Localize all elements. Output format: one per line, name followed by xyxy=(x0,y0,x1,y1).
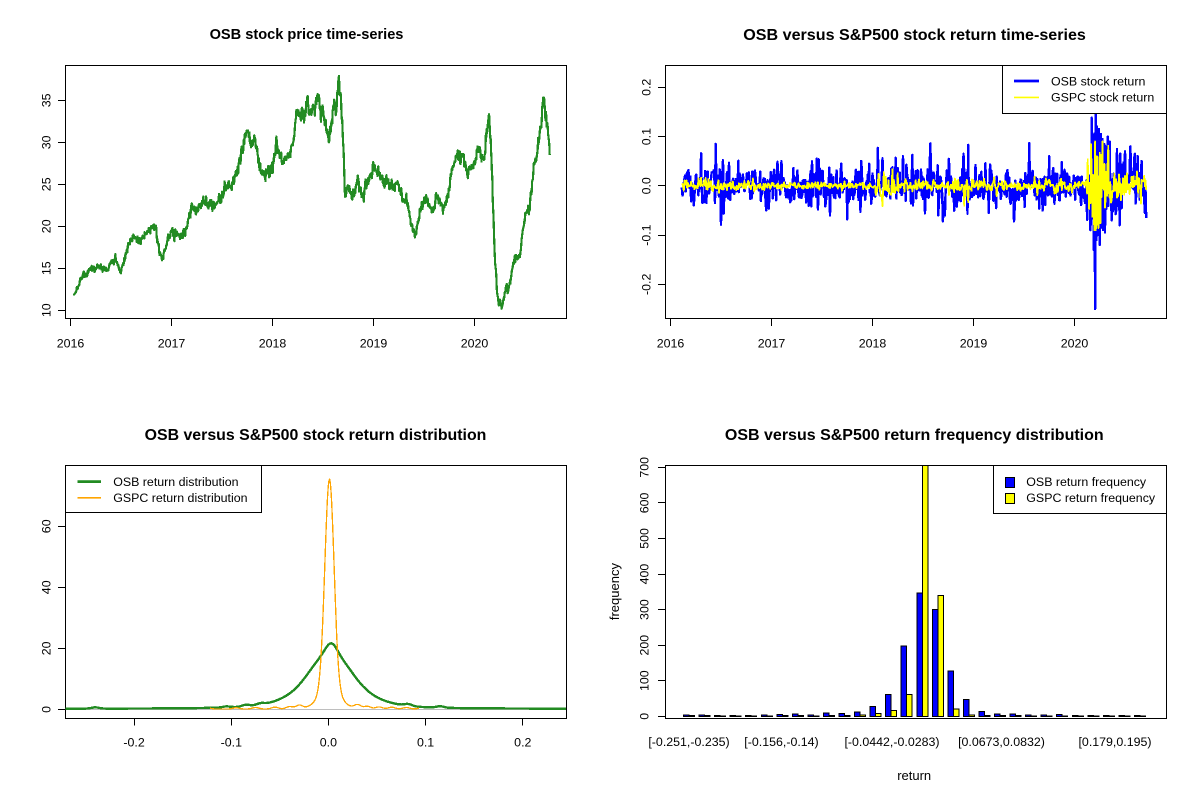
svg-text:20: 20 xyxy=(39,219,53,233)
svg-text:0.1: 0.1 xyxy=(639,128,653,145)
svg-text:0.2: 0.2 xyxy=(514,736,531,750)
svg-text:GSPC stock return: GSPC stock return xyxy=(1051,91,1154,105)
svg-text:2016: 2016 xyxy=(57,337,85,351)
svg-text:600: 600 xyxy=(637,492,651,513)
svg-text:40: 40 xyxy=(39,580,53,594)
svg-text:OSB versus S&P500 return frequ: OSB versus S&P500 return frequency distr… xyxy=(725,427,1104,444)
svg-text:2016: 2016 xyxy=(657,337,685,351)
svg-text:OSB return distribution: OSB return distribution xyxy=(113,475,238,489)
svg-text:OSB return frequency: OSB return frequency xyxy=(1026,475,1147,489)
svg-text:10: 10 xyxy=(39,303,53,317)
svg-text:100: 100 xyxy=(637,670,651,691)
svg-text:[-0.156,-0.14): [-0.156,-0.14) xyxy=(744,735,818,749)
svg-text:15: 15 xyxy=(39,261,53,275)
svg-text:2017: 2017 xyxy=(158,337,186,351)
svg-text:20: 20 xyxy=(39,641,53,655)
svg-text:400: 400 xyxy=(637,564,651,585)
svg-text:2017: 2017 xyxy=(758,337,786,351)
svg-text:[-0.251,-0.235): [-0.251,-0.235) xyxy=(648,735,729,749)
svg-text:0.0: 0.0 xyxy=(320,736,337,750)
svg-text:35: 35 xyxy=(39,93,53,107)
svg-text:[-0.0442,-0.0283): [-0.0442,-0.0283) xyxy=(844,735,939,749)
svg-text:-0.2: -0.2 xyxy=(639,274,653,295)
svg-text:OSB versus S&P500 stock return: OSB versus S&P500 stock return distribut… xyxy=(145,427,487,444)
svg-text:300: 300 xyxy=(637,599,651,620)
svg-text:2019: 2019 xyxy=(360,337,388,351)
svg-text:[0.0673,0.0832): [0.0673,0.0832) xyxy=(958,735,1045,749)
svg-text:frequency: frequency xyxy=(607,563,622,621)
svg-text:OSB stock price time-series: OSB stock price time-series xyxy=(210,27,404,43)
svg-text:2019: 2019 xyxy=(960,337,988,351)
svg-text:return: return xyxy=(897,768,931,783)
svg-text:25: 25 xyxy=(39,177,53,191)
svg-text:0.2: 0.2 xyxy=(639,79,653,96)
svg-text:-0.1: -0.1 xyxy=(221,736,242,750)
svg-text:OSB stock return: OSB stock return xyxy=(1051,74,1145,88)
svg-text:GSPC return distribution: GSPC return distribution xyxy=(113,491,247,505)
svg-text:60: 60 xyxy=(39,519,53,533)
svg-text:700: 700 xyxy=(637,457,651,478)
svg-text:200: 200 xyxy=(637,635,651,656)
svg-text:0.1: 0.1 xyxy=(417,736,434,750)
svg-text:0: 0 xyxy=(637,713,651,720)
svg-text:OSB versus S&P500 stock return: OSB versus S&P500 stock return time-seri… xyxy=(743,26,1086,44)
svg-text:2018: 2018 xyxy=(259,337,287,351)
svg-text:-0.2: -0.2 xyxy=(123,736,144,750)
svg-text:2018: 2018 xyxy=(859,337,887,351)
svg-text:2020: 2020 xyxy=(1061,337,1089,351)
svg-text:-0.1: -0.1 xyxy=(639,224,653,245)
svg-text:0.0: 0.0 xyxy=(639,177,653,194)
svg-text:30: 30 xyxy=(39,135,53,149)
svg-text:2020: 2020 xyxy=(461,337,489,351)
svg-text:GSPC return frequency: GSPC return frequency xyxy=(1026,491,1156,505)
svg-text:0: 0 xyxy=(39,706,53,713)
svg-text:[0.179,0.195): [0.179,0.195) xyxy=(1078,735,1151,749)
svg-text:500: 500 xyxy=(637,528,651,549)
